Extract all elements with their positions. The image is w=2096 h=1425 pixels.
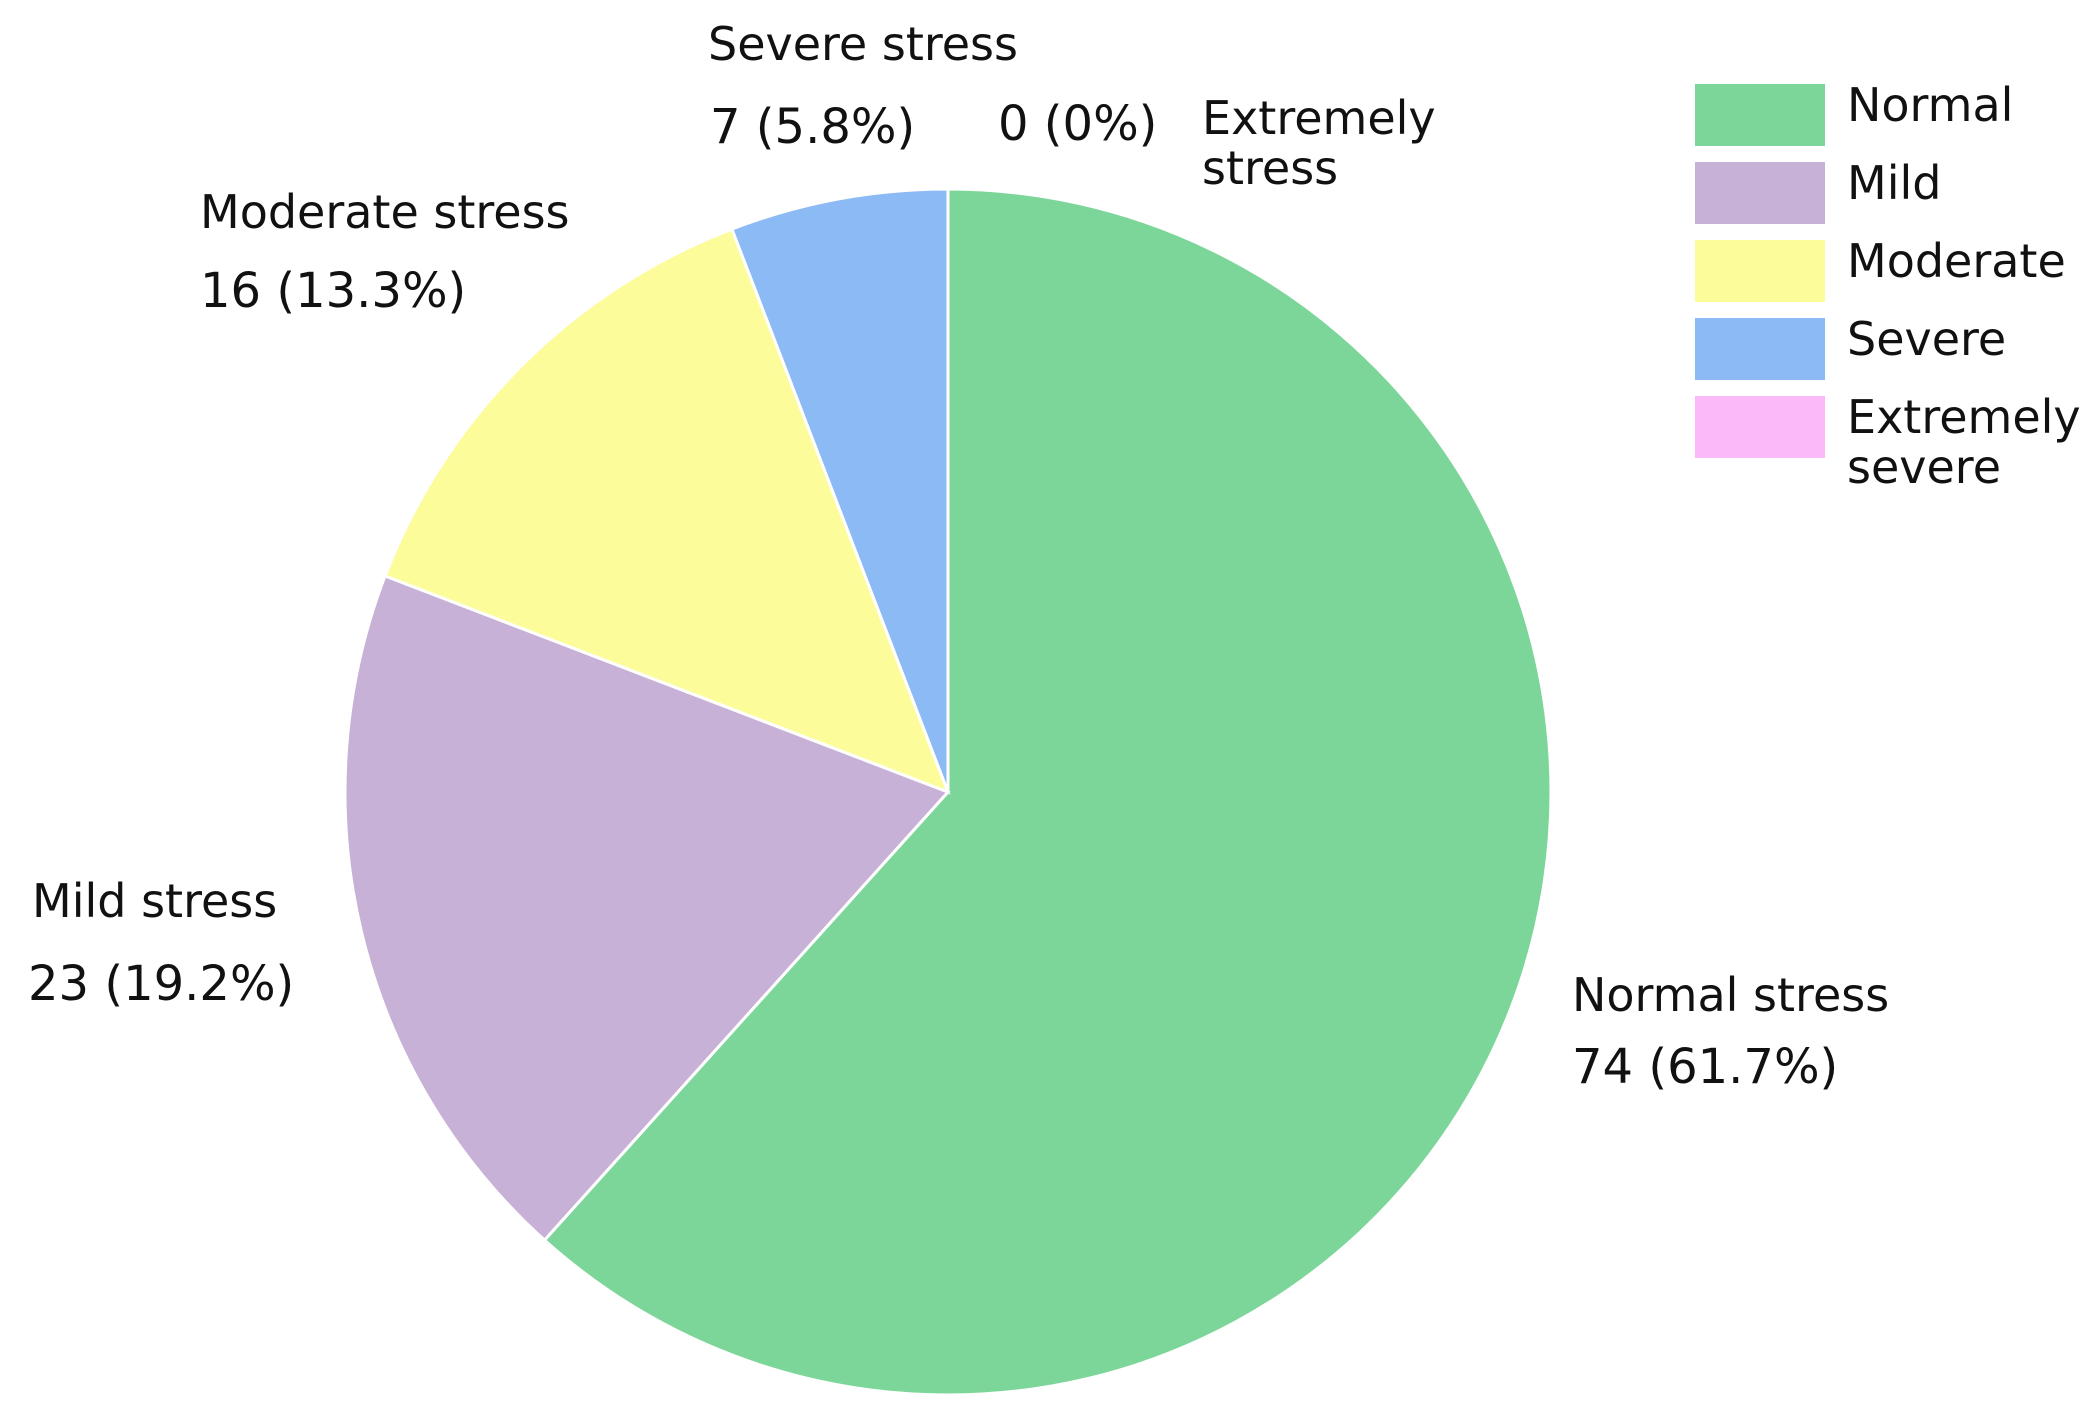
slice-label-extreme-line1: Extremely	[1202, 91, 1436, 145]
slice-label-extreme: Extremely stress	[1202, 91, 1450, 195]
legend-swatch-normal	[1695, 84, 1825, 146]
pie-slices	[343, 187, 1553, 1397]
pie-slice-moderate	[383, 227, 951, 795]
pie-slice-normal	[542, 187, 1553, 1397]
slice-label-severe: Severe stress	[708, 17, 1018, 71]
pie-slice-mild	[343, 573, 951, 1243]
slice-value-moderate: 16 (13.3%)	[200, 263, 466, 319]
slice-label-mild: Mild stress	[32, 874, 277, 928]
legend-swatch-extremely-severe	[1695, 396, 1825, 458]
pie-slice-severe	[729, 187, 950, 793]
slice-label-moderate: Moderate stress	[200, 185, 570, 239]
slice-value-severe: 7 (5.8%)	[710, 99, 915, 155]
slice-value-mild: 23 (19.2%)	[28, 956, 294, 1012]
legend-label-mild: Mild	[1847, 156, 1942, 210]
legend-swatch-moderate	[1695, 240, 1825, 302]
slice-value-extreme: 0 (0%)	[998, 96, 1157, 152]
legend-swatch-mild	[1695, 162, 1825, 224]
slice-label-normal: Normal stress	[1572, 968, 1889, 1022]
slice-label-extreme-line2: stress	[1202, 141, 1338, 195]
legend-label-normal: Normal	[1847, 78, 2014, 132]
legend-swatch-severe	[1695, 318, 1825, 380]
legend-label-severe: Severe	[1847, 312, 2007, 366]
legend-label-extremely-severe: Extremely severe	[1847, 390, 2081, 494]
slice-value-normal: 74 (61.7%)	[1572, 1039, 1838, 1095]
legend-label-moderate: Moderate	[1847, 234, 2066, 288]
